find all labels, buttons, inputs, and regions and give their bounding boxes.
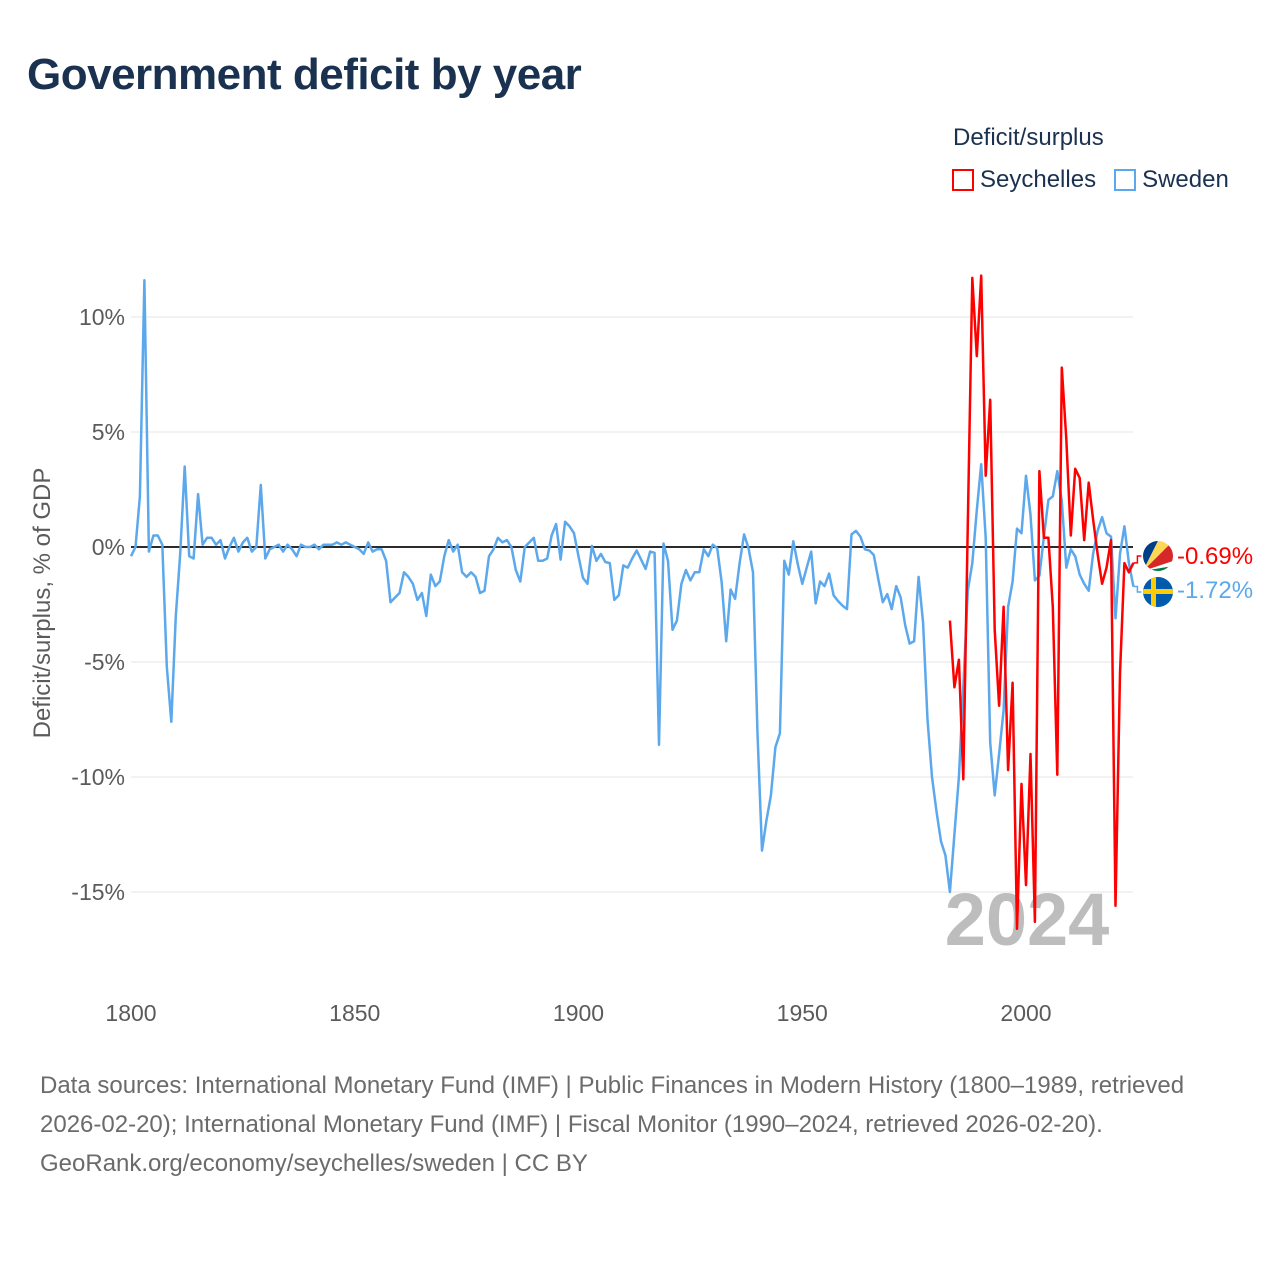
footer: Data sources: International Monetary Fun…	[40, 1066, 1240, 1183]
year-watermark: 2024	[945, 878, 1110, 961]
sweden-end-value: -1.72%	[1177, 577, 1253, 604]
y-tick-label: -10%	[71, 764, 125, 790]
end-label-connector	[1133, 555, 1142, 564]
x-tick-label: 1850	[329, 1000, 380, 1026]
legend-item-seychelles[interactable]: Seychelles	[952, 166, 1096, 194]
x-tick-label: 1950	[777, 1000, 828, 1026]
end-label-connector	[1133, 585, 1142, 593]
x-tick-label: 1900	[553, 1000, 604, 1026]
legend-title: Deficit/surplus	[953, 124, 1104, 151]
seychelles-flag-icon	[1143, 541, 1173, 571]
legend-swatch-seychelles	[952, 169, 974, 191]
seychelles-end-value: -0.69%	[1177, 543, 1253, 570]
y-tick-label: 10%	[79, 304, 125, 330]
end-labels: -0.69% -1.72%	[1143, 541, 1253, 607]
sweden-flag-icon	[1143, 577, 1173, 607]
legend-label-sweden: Sweden	[1142, 166, 1229, 193]
series-line-seychelles[interactable]	[948, 274, 1135, 931]
y-tick-label: 5%	[92, 419, 125, 445]
legend-item-sweden[interactable]: Sweden	[1114, 166, 1229, 194]
chart-title: Government deficit by year	[27, 50, 582, 99]
y-tick-label: -5%	[84, 649, 125, 675]
legend: Seychelles Sweden	[952, 166, 1229, 194]
x-tick-label: 1800	[105, 1000, 156, 1026]
legend-label-seychelles: Seychelles	[980, 166, 1097, 193]
legend-swatch-sweden	[1114, 169, 1137, 191]
attribution-link[interactable]: GeoRank.org/economy/seychelles/sweden | …	[40, 1150, 588, 1177]
y-tick-label: 0%	[92, 534, 125, 560]
y-tick-labels: 10% 5% 0% -5% -10% -15%	[71, 304, 125, 905]
x-tick-labels: 1800 1850 1900 1950 2000	[105, 1000, 1051, 1026]
gridlines	[131, 316, 1133, 893]
y-tick-label: -15%	[71, 879, 125, 905]
y-axis-label: Deficit/surplus, % of GDP	[29, 468, 56, 739]
data-sources: Data sources: International Monetary Fun…	[40, 1072, 1185, 1138]
series-lines	[129, 274, 1142, 931]
x-tick-label: 2000	[1000, 1000, 1051, 1026]
